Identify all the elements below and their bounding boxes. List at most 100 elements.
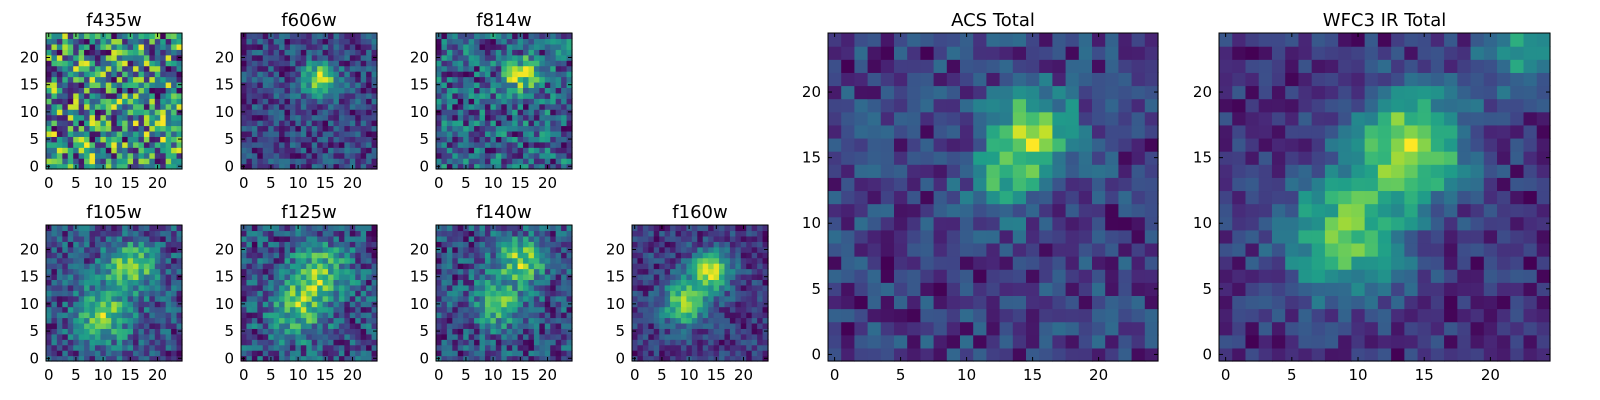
heatmap-cell xyxy=(51,312,58,319)
heatmap-cell xyxy=(133,290,140,297)
heatmap-cell xyxy=(713,279,720,286)
heatmap-cell xyxy=(56,147,63,154)
heatmap-cell xyxy=(78,92,85,99)
heatmap-cell xyxy=(371,241,378,248)
heatmap-cell xyxy=(322,241,329,248)
heatmap-cell xyxy=(268,350,275,357)
heatmap-cell xyxy=(171,87,178,94)
heatmap-cell xyxy=(328,344,335,351)
heatmap-cell xyxy=(697,241,704,248)
heatmap-cell xyxy=(544,257,551,264)
panel-title: f814w xyxy=(476,10,531,31)
heatmap-cell xyxy=(94,312,101,319)
heatmap-cell xyxy=(973,216,987,231)
heatmap-cell xyxy=(632,306,639,313)
heatmap-cell xyxy=(273,60,280,67)
heatmap-cell xyxy=(366,246,373,253)
heatmap-cell xyxy=(273,252,280,259)
heatmap-cell xyxy=(100,322,107,329)
heatmap-cell xyxy=(317,252,324,259)
heatmap-cell xyxy=(279,38,286,45)
heatmap-cell xyxy=(441,268,448,275)
heatmap-cell xyxy=(920,203,935,218)
heatmap-cell xyxy=(317,43,324,50)
heatmap-cell xyxy=(371,92,378,99)
heatmap-cell xyxy=(289,252,296,259)
heatmap-cell xyxy=(328,328,335,335)
heatmap-cell xyxy=(284,312,291,319)
heatmap-cell xyxy=(100,60,107,67)
heatmap-cell xyxy=(84,81,91,88)
heatmap-cell xyxy=(56,125,63,132)
heatmap-cell xyxy=(697,333,704,340)
heatmap-cell xyxy=(355,81,362,88)
heatmap-cell xyxy=(446,130,453,137)
heatmap-cell xyxy=(495,81,502,88)
heatmap-cell xyxy=(67,141,74,148)
heatmap-cell xyxy=(697,273,704,280)
heatmap-cell xyxy=(555,225,562,232)
heatmap-cell xyxy=(105,225,112,232)
heatmap-cell xyxy=(457,33,464,40)
heatmap-cell xyxy=(719,317,726,324)
heatmap-cell xyxy=(62,252,69,259)
heatmap-cell xyxy=(333,241,340,248)
heatmap-cell xyxy=(691,339,698,346)
heatmap-cell xyxy=(160,54,167,61)
heatmap-cell xyxy=(328,257,335,264)
heatmap-cell xyxy=(523,295,530,302)
heatmap-cell xyxy=(484,130,491,137)
heatmap-cell xyxy=(757,339,764,346)
heatmap-cell xyxy=(138,163,145,170)
heatmap-cell xyxy=(366,114,373,121)
heatmap-cell xyxy=(659,328,666,335)
heatmap-cell xyxy=(506,54,513,61)
heatmap-cell xyxy=(328,290,335,297)
heatmap-cell xyxy=(251,141,258,148)
heatmap-cell xyxy=(828,295,842,310)
heatmap-cell xyxy=(544,252,551,259)
heatmap-cell xyxy=(268,109,275,116)
heatmap-cell xyxy=(338,328,345,335)
y-tick-label: 20 xyxy=(410,48,429,66)
heatmap-cell xyxy=(539,306,546,313)
heatmap-cell xyxy=(653,273,660,280)
heatmap-cell xyxy=(675,225,682,232)
heatmap-cell xyxy=(539,38,546,45)
heatmap-cell xyxy=(894,164,908,178)
heatmap-cell xyxy=(512,290,519,297)
heatmap-cell xyxy=(854,282,869,296)
heatmap-cell xyxy=(143,322,150,329)
heatmap-cell xyxy=(457,317,464,324)
heatmap-cell xyxy=(116,295,123,302)
heatmap-cell xyxy=(533,152,540,159)
heatmap-cell xyxy=(116,273,123,280)
heatmap-cell xyxy=(122,130,129,137)
heatmap-cell xyxy=(642,350,649,357)
heatmap-cell xyxy=(246,230,253,237)
heatmap-cell xyxy=(116,344,123,351)
heatmap-cell xyxy=(360,312,367,319)
heatmap-cell xyxy=(306,60,313,67)
heatmap-cell xyxy=(273,273,280,280)
heatmap-cell xyxy=(56,163,63,170)
heatmap-cell xyxy=(523,257,530,264)
heatmap-cell xyxy=(550,163,557,170)
heatmap-cell xyxy=(154,279,161,286)
heatmap-cell xyxy=(306,301,313,308)
heatmap-cell xyxy=(691,295,698,302)
heatmap-cell xyxy=(273,87,280,94)
heatmap-cell xyxy=(762,290,769,297)
heatmap-cell xyxy=(133,65,140,72)
heatmap-cell xyxy=(306,328,313,335)
y-tick-label: 10 xyxy=(410,295,429,313)
heatmap-cell xyxy=(94,33,101,40)
heatmap-cell xyxy=(566,230,573,237)
heatmap-cell xyxy=(446,120,453,127)
heatmap-cell xyxy=(1118,321,1133,336)
heatmap-cell xyxy=(533,355,540,362)
heatmap-cell xyxy=(344,350,351,357)
heatmap-cell xyxy=(457,60,464,67)
heatmap-cell xyxy=(333,147,340,154)
heatmap-cell xyxy=(366,333,373,340)
